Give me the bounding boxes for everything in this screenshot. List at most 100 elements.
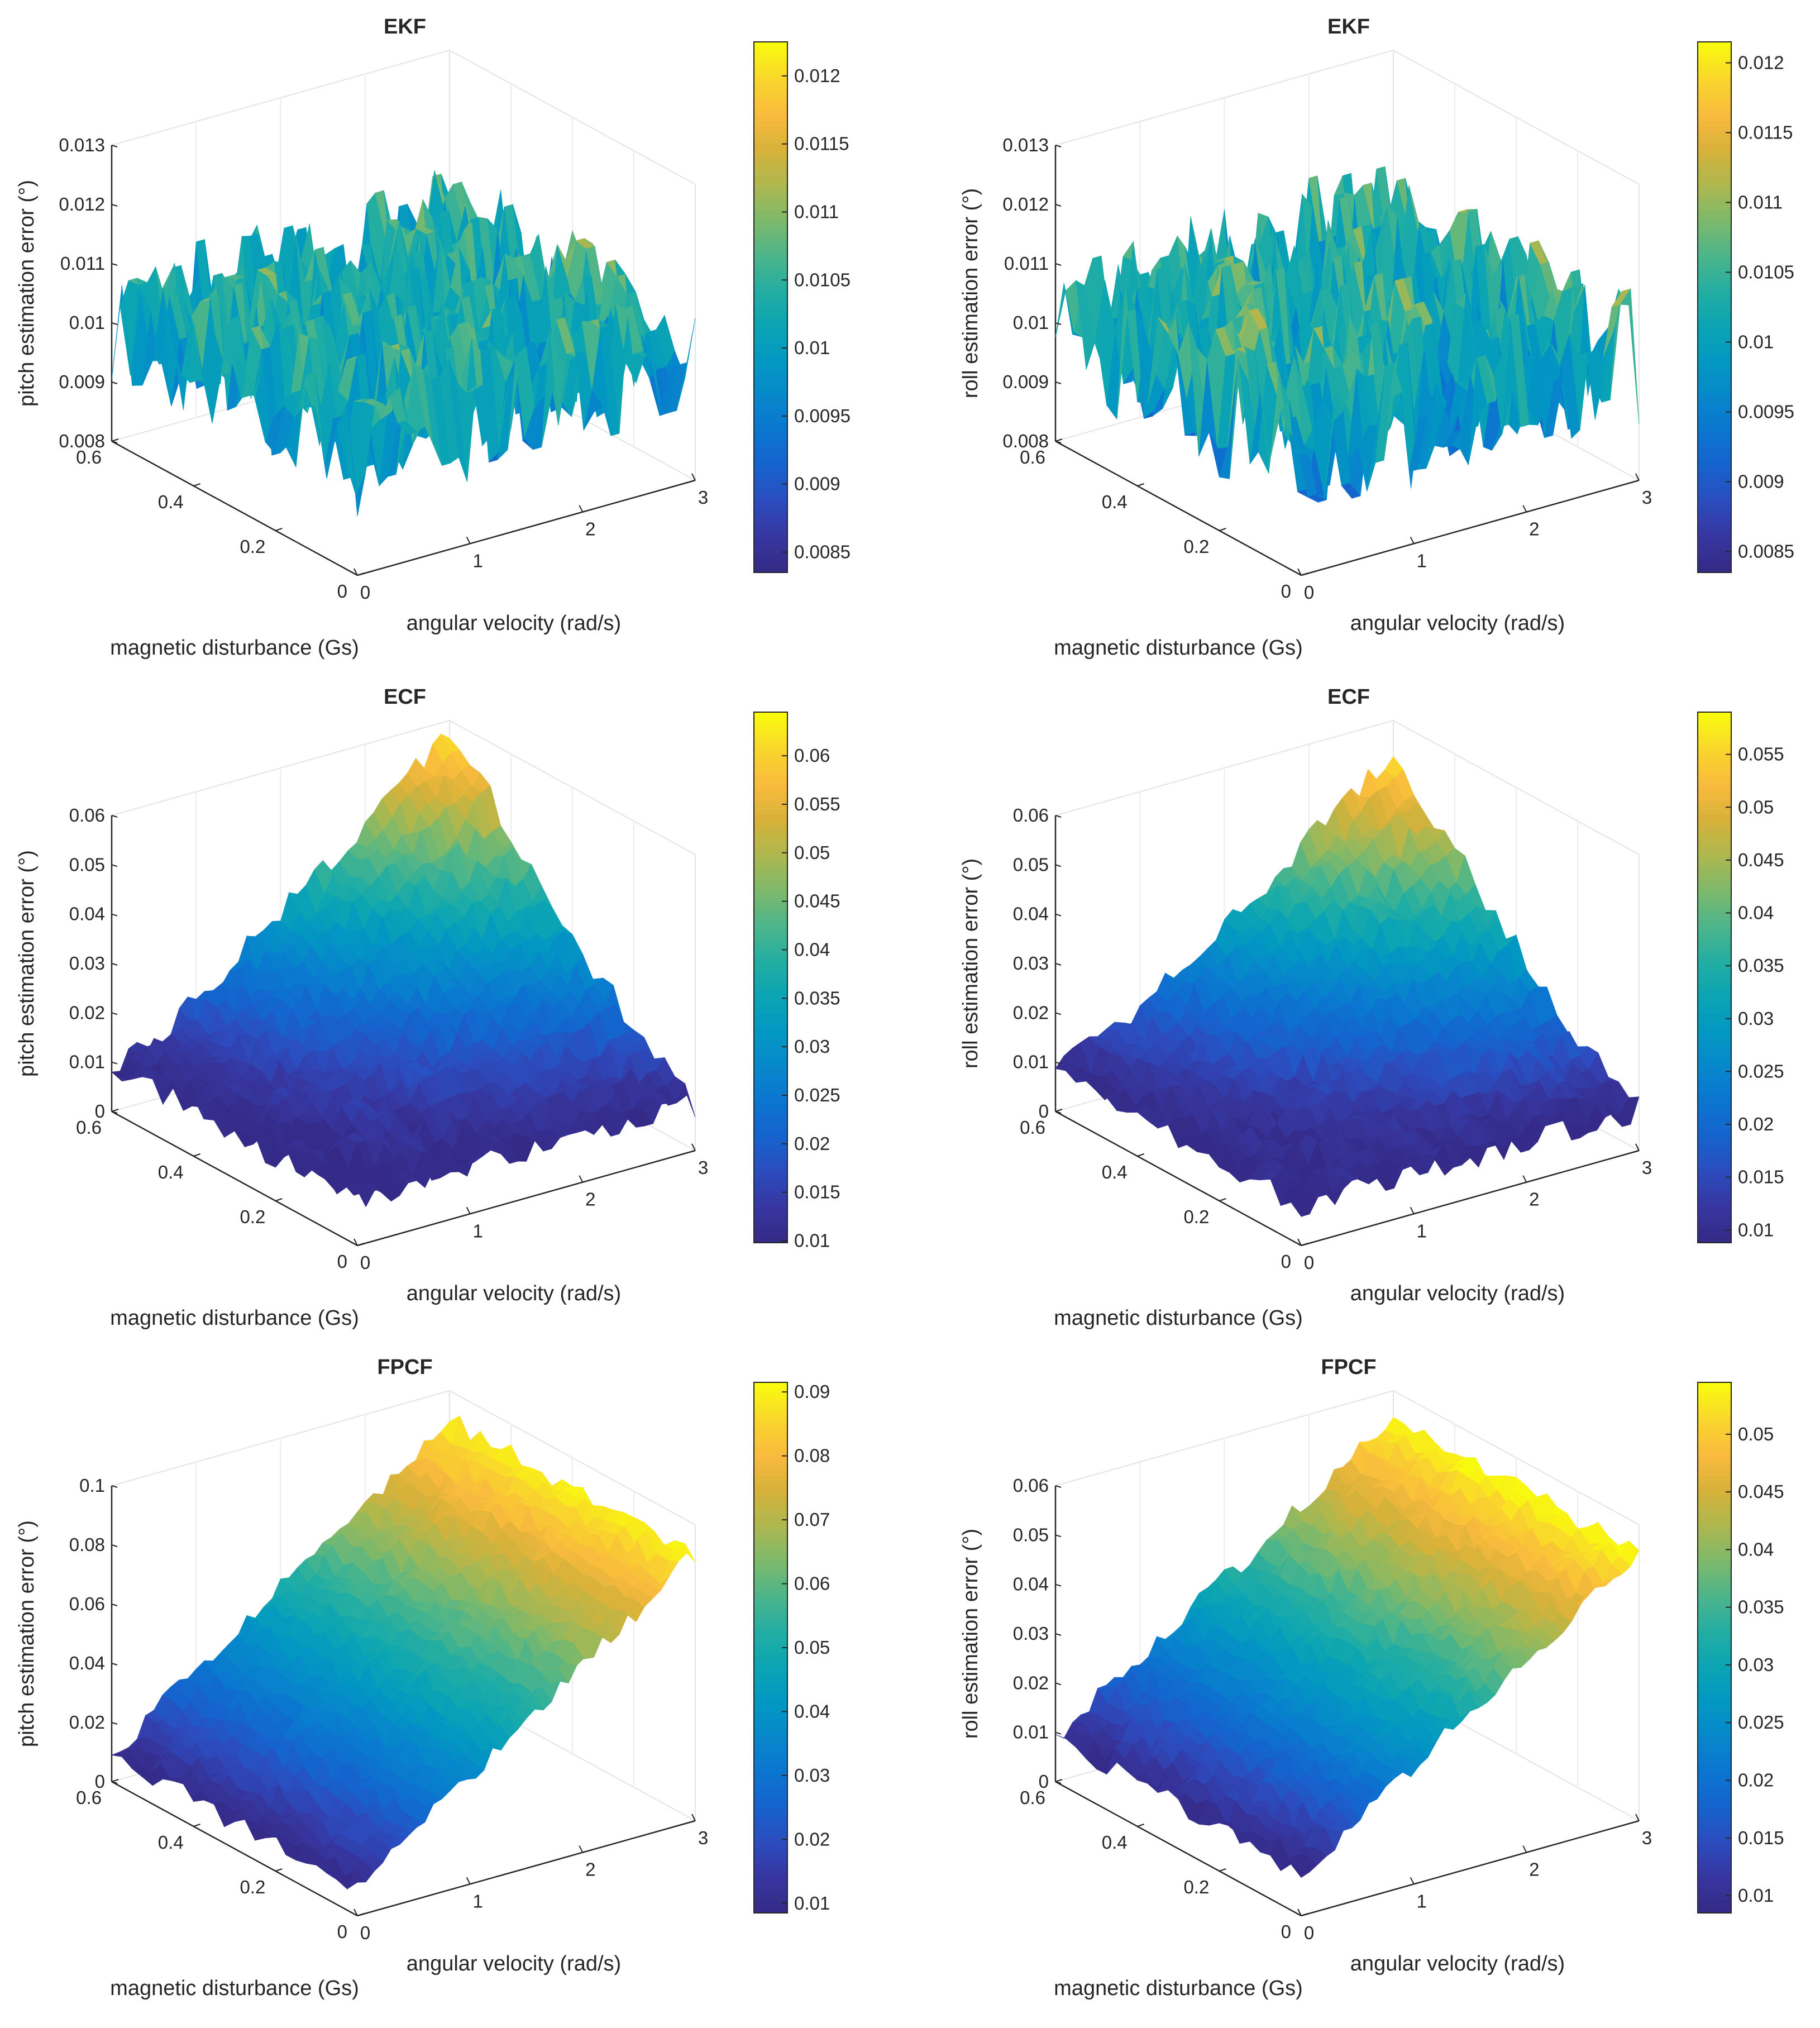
- colorbar-segment: [1698, 223, 1731, 228]
- colorbar-segment: [754, 223, 787, 228]
- colorbar-segment: [1698, 1079, 1731, 1084]
- colorbar-tick-label: 0.025: [1738, 1061, 1784, 1081]
- colorbar-segment: [1698, 289, 1731, 295]
- colorbar-segment: [754, 867, 787, 872]
- colorbar: 0.00850.0090.00950.010.01050.0110.01150.…: [1697, 41, 1794, 573]
- colorbar-segment: [1698, 955, 1731, 961]
- colorbar-segment: [1698, 267, 1731, 273]
- colorbar-segment: [754, 90, 787, 96]
- colorbar-segment: [754, 928, 787, 934]
- colorbar-tick-label: 0.01: [794, 337, 830, 358]
- z-axis-label: pitch estimation error (°): [15, 180, 39, 407]
- axis-line: [111, 440, 358, 576]
- colorbar-segment: [754, 1216, 787, 1221]
- colorbar-segment: [1698, 86, 1731, 92]
- colorbar-segment: [754, 911, 787, 917]
- colorbar-segment: [1698, 369, 1731, 374]
- colorbar-segment: [754, 1229, 787, 1235]
- colorbar-segment: [1698, 1114, 1731, 1120]
- colorbar-segment: [754, 796, 787, 801]
- x-tick-label: 0: [360, 1252, 370, 1273]
- colorbar-segment: [754, 981, 787, 987]
- colorbar-segment: [1698, 875, 1731, 881]
- colorbar-segment: [1698, 537, 1731, 542]
- colorbar-segment: [1698, 209, 1731, 215]
- z-tick-mark: [1055, 204, 1062, 207]
- colorbar-segment: [1698, 902, 1731, 908]
- colorbar-segment: [1698, 1194, 1731, 1199]
- colorbar-segment: [1698, 1172, 1731, 1177]
- z-tick-label: 0.012: [1002, 194, 1049, 214]
- colorbar-segment: [754, 968, 787, 974]
- z-tick-label: 0.009: [1002, 371, 1049, 392]
- colorbar-segment: [754, 889, 787, 894]
- x-tick-label: 0: [1304, 582, 1314, 603]
- colorbar-segment: [754, 68, 787, 74]
- colorbar-segment: [1698, 470, 1731, 476]
- colorbar-segment: [754, 519, 787, 524]
- colorbar-segment: [1698, 378, 1731, 383]
- colorbar-segment: [1698, 911, 1731, 917]
- colorbar-segment: [754, 386, 787, 392]
- colorbar-segment: [754, 862, 787, 868]
- colorbar-segment: [754, 787, 787, 793]
- colorbar-segment: [754, 148, 787, 153]
- y-axis-label: magnetic disturbance (Gs): [110, 1306, 359, 1330]
- colorbar-segment: [1698, 889, 1731, 894]
- colorbar-segment: [754, 1132, 787, 1137]
- z-tick-label: 0.012: [59, 194, 105, 214]
- colorbar-segment: [1698, 1163, 1731, 1168]
- y-tick-label: 0.6: [76, 447, 102, 467]
- y-tick-label: 0.4: [1102, 492, 1128, 512]
- z-axis-label: roll estimation error (°): [959, 188, 982, 398]
- z-tick-mark: [1055, 913, 1062, 917]
- colorbar-segment: [1698, 360, 1731, 365]
- colorbar-segment: [754, 250, 787, 255]
- colorbar-segment: [1698, 493, 1731, 498]
- colorbar-segment: [754, 457, 787, 463]
- colorbar-segment: [1698, 236, 1731, 242]
- colorbar-segment: [754, 112, 787, 118]
- colorbar-segment: [754, 778, 787, 784]
- colorbar-tick-label: 0.012: [1738, 53, 1784, 73]
- colorbar-segment: [754, 59, 787, 65]
- colorbar-segment: [1698, 462, 1731, 467]
- colorbar-segment: [1698, 1211, 1731, 1217]
- x-tick-label: 3: [698, 1157, 708, 1178]
- colorbar: 0.010.0150.020.0250.030.0350.040.0450.05…: [753, 712, 840, 1251]
- y-tick-label: 0.4: [158, 492, 184, 512]
- colorbar-segment: [754, 497, 787, 503]
- colorbar-segment: [754, 1172, 787, 1177]
- z-tick-mark: [111, 145, 118, 147]
- colorbar-segment: [1698, 844, 1731, 850]
- colorbar-segment: [754, 898, 787, 903]
- colorbar-segment: [1698, 734, 1731, 739]
- colorbar-segment: [754, 382, 787, 388]
- colorbar-segment: [1698, 1075, 1731, 1080]
- colorbar-segment: [1698, 999, 1731, 1005]
- colorbar-segment: [754, 179, 787, 184]
- colorbar-segment: [1698, 951, 1731, 956]
- colorbar-tick-label: 0.015: [1738, 1167, 1784, 1187]
- colorbar-segment: [754, 555, 787, 560]
- x-tick-mark: [579, 505, 584, 513]
- y-tick-label: 0.6: [1020, 447, 1045, 467]
- colorbar-segment: [754, 933, 787, 938]
- colorbar-segment: [1698, 541, 1731, 547]
- colorbar-segment: [1698, 108, 1731, 113]
- colorbar-segment: [754, 1110, 787, 1115]
- colorbar-segment: [754, 329, 787, 335]
- x-tick-mark: [1522, 1175, 1527, 1183]
- colorbar-segment: [1698, 1052, 1731, 1058]
- colorbar-segment: [1698, 906, 1731, 912]
- colorbar-segment: [754, 1039, 787, 1044]
- colorbar-segment: [1698, 729, 1731, 735]
- colorbar-segment: [1698, 364, 1731, 370]
- colorbar-segment: [1698, 201, 1731, 206]
- colorbar-segment: [754, 858, 787, 863]
- colorbar-segment: [754, 404, 787, 410]
- x-axis-label: angular velocity (rad/s): [1350, 612, 1565, 635]
- colorbar-segment: [754, 373, 787, 379]
- colorbar-segment: [754, 73, 787, 78]
